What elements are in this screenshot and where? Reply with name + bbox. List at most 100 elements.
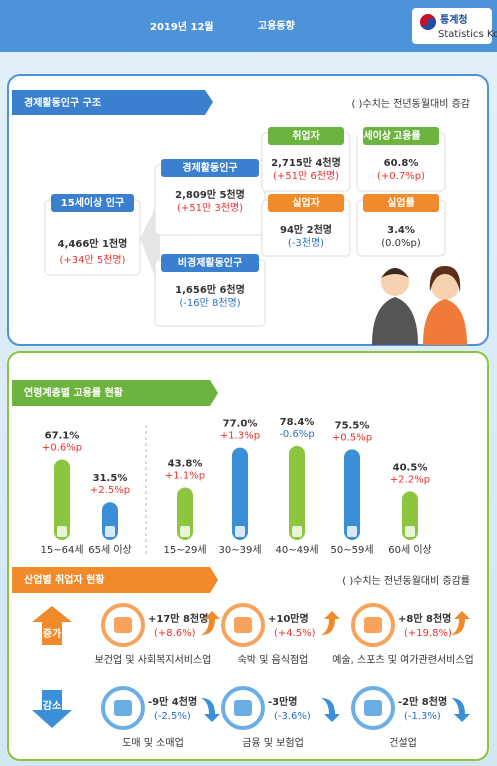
value-label: 31.5% [93,473,128,484]
bar-icon [292,526,302,537]
x-tick-label: 15~64세 [40,544,83,556]
chart-title: 연령계층별 고용률 현황 [24,386,124,399]
increase-label: 증가 [43,627,62,640]
box-value: 60.8% [384,158,419,169]
trend-arrow [321,698,340,722]
bar [232,447,248,540]
box-label-bar [161,254,259,272]
box-change: (+0.7%p) [377,171,425,182]
box-label-bar [268,194,344,212]
box-change: (-16만 8천명) [179,297,240,309]
change-label: +0.6%p [42,442,82,453]
change-label: +1.3%p [220,431,260,442]
value-label: 78.4% [280,417,315,428]
character-hair [429,266,461,292]
industry-name: 숙박 및 음식점업 [238,653,309,666]
bar [344,449,360,540]
box-label-bar [51,194,134,212]
industry-value: +17만 8천명 [148,612,208,625]
icon [364,617,382,633]
icon [364,700,382,716]
industry-name: 금융 및 보험업 [242,736,304,749]
box-label-bar [268,127,344,145]
x-tick-label: 50~59세 [330,544,373,556]
box-change: (-3천명) [288,237,324,249]
industry-rate: (+4.5%) [274,628,316,639]
industry-name: 도매 및 소매업 [122,736,184,749]
bar [289,445,305,540]
box-change: (+51만 3천명) [177,202,243,214]
industry-rate: (-1.3%) [404,711,441,722]
trend-arrow [321,611,340,635]
bar-icon [347,526,357,537]
box-value: 4,466만 1천명 [58,237,128,250]
character-head [431,272,459,300]
box-value: 1,656만 6천명 [175,283,245,296]
industry-rate: (+8.6%) [154,628,196,639]
decrease-label: 감소 [43,700,61,712]
box-label: 비경제활동인구 [178,256,242,269]
trend-arrow [201,611,220,635]
box-label-bar [363,194,439,212]
icon [234,617,252,633]
box-value: 2,809만 5천명 [175,188,245,201]
change-label: +2.2%p [390,474,430,485]
box-value: 3.4% [387,225,415,236]
logo-mark-blue [420,18,436,30]
title-prefix: 2019년 12월 [150,20,214,33]
character-hair [381,268,409,278]
box-label: 15세이상 인구 [61,196,124,209]
industry-name: 예술, 스포츠 및 여가관련서비스업 [332,653,474,666]
box-label: 고용률 [393,130,421,142]
industry-value: -9만 4천명 [148,695,197,708]
box-change: (+51만 6천명) [273,170,339,182]
value-label: 40.5% [393,462,428,473]
trend-arrow [451,611,470,635]
change-label: -0.6%p [279,429,314,440]
character-body [372,297,418,345]
industry-name: 건설업 [389,736,417,749]
box-label: 경제활동인구 [182,161,237,174]
industry-rate: (-2.5%) [154,711,191,722]
value-label: 67.1% [45,430,80,441]
decrease-arrow [32,690,72,728]
character-body [423,299,467,345]
value-label: 75.5% [335,420,370,431]
logo-sub: Statistics Korea [438,29,497,40]
title-main: 고용동향 [258,19,296,32]
box-value: 94만 2천명 [280,223,332,236]
industry-value: +8만 8천명 [398,612,451,625]
value-label: 43.8% [168,458,203,469]
industry-value: +10만명 [268,612,309,625]
value-label: 77.0% [223,419,258,430]
industry-title: 산업별 취업자 현황 [24,573,105,586]
box-label-small: 15세이상 [349,129,391,142]
icon [234,700,252,716]
box-label-bar [161,159,259,177]
industry-value: -2만 8천명 [398,695,447,708]
box-label: 실업률 [387,196,415,209]
structure-title: 경제활동인구 구조 [24,96,101,109]
x-tick-label: 40~49세 [275,544,318,556]
change-label: +2.5%p [90,485,130,496]
industry-value: -3만명 [268,695,298,708]
x-tick-label: 65세 이상 [88,544,132,556]
industry-name: 보건업 및 사회복지서비스업 [95,653,212,666]
x-tick-label: 60세 이상 [388,544,432,556]
chart-title-bar [12,380,218,406]
bar-icon [405,526,415,537]
icon [114,700,132,716]
x-tick-label: 30~39세 [218,544,261,556]
bar-icon [235,526,245,537]
structure-title-bar [12,90,213,115]
change-label: +1.1%p [165,470,205,481]
trend-arrow [451,698,470,722]
lower-panel [7,351,489,761]
industry-title-bar [12,567,218,593]
box-label: 취업자 [292,129,320,142]
change-label: +0.5%p [332,432,372,443]
industry-note: ( )수치는 전년동월대비 증감률 [342,575,470,587]
box-change: (+34만 5천명) [59,254,125,266]
